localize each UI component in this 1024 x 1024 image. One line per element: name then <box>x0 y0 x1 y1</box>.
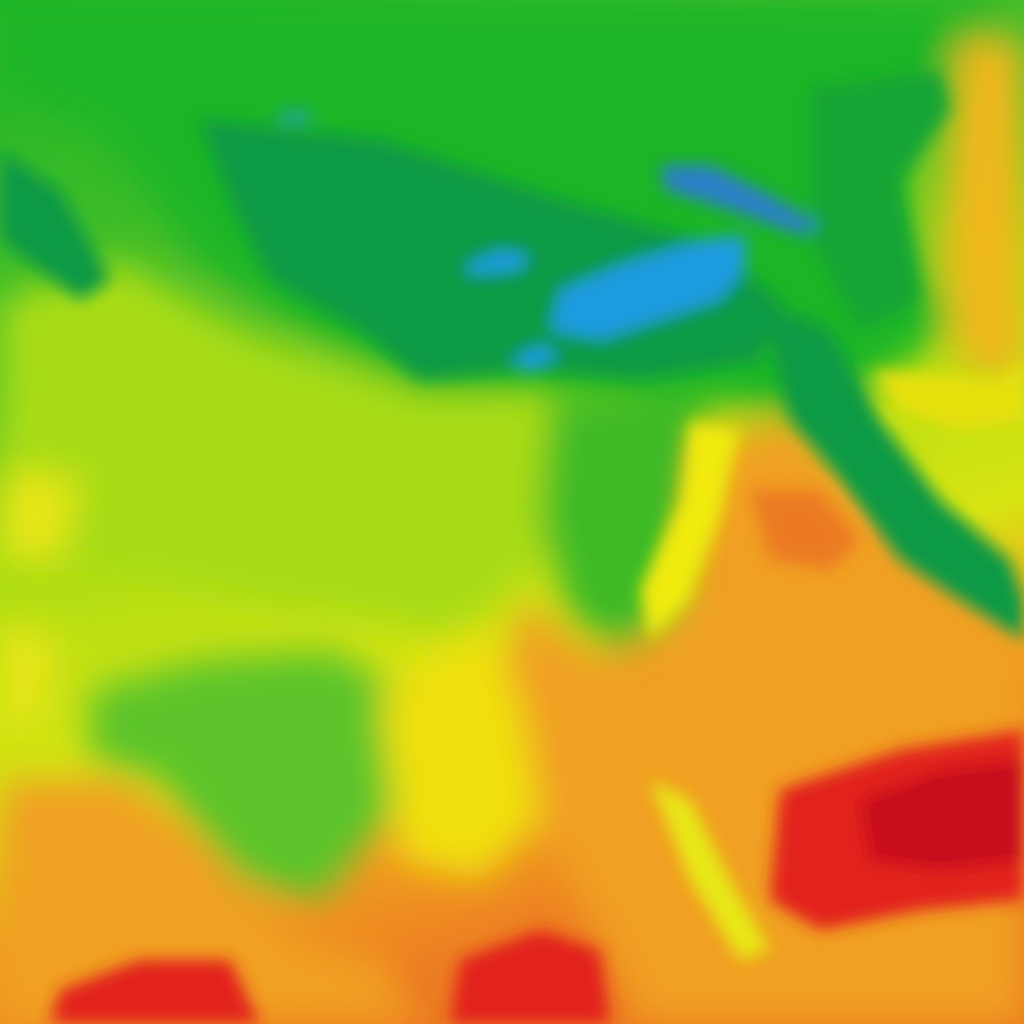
zone-blue-2 <box>550 235 745 340</box>
zone-yellow-ne-coast <box>870 360 1024 430</box>
zone-orange-southwest <box>0 780 420 1024</box>
zone-blue-3 <box>465 250 530 275</box>
zone-yellow-ridge <box>640 420 740 640</box>
zone-red-south <box>450 930 610 1024</box>
zone-green-central <box>90 650 420 900</box>
zone-blue-5 <box>277 112 313 120</box>
zone-blue-1 <box>660 165 820 235</box>
zone-teal-ridge-east <box>760 300 1024 640</box>
zone-blue-4 <box>510 345 560 372</box>
zone-yellow-channel <box>650 780 770 960</box>
zone-yellow-west <box>0 470 80 740</box>
zone-darkorange-mid <box>750 490 860 570</box>
zone-orange-northeast <box>945 40 1024 380</box>
zone-green-northeast <box>810 70 950 330</box>
zone-yellow-south <box>380 620 540 880</box>
zone-darkred-east <box>860 760 1024 870</box>
zone-red-southwest <box>50 960 260 1024</box>
zone-lime-west <box>0 260 560 640</box>
zone-teal-strip <box>0 150 110 300</box>
